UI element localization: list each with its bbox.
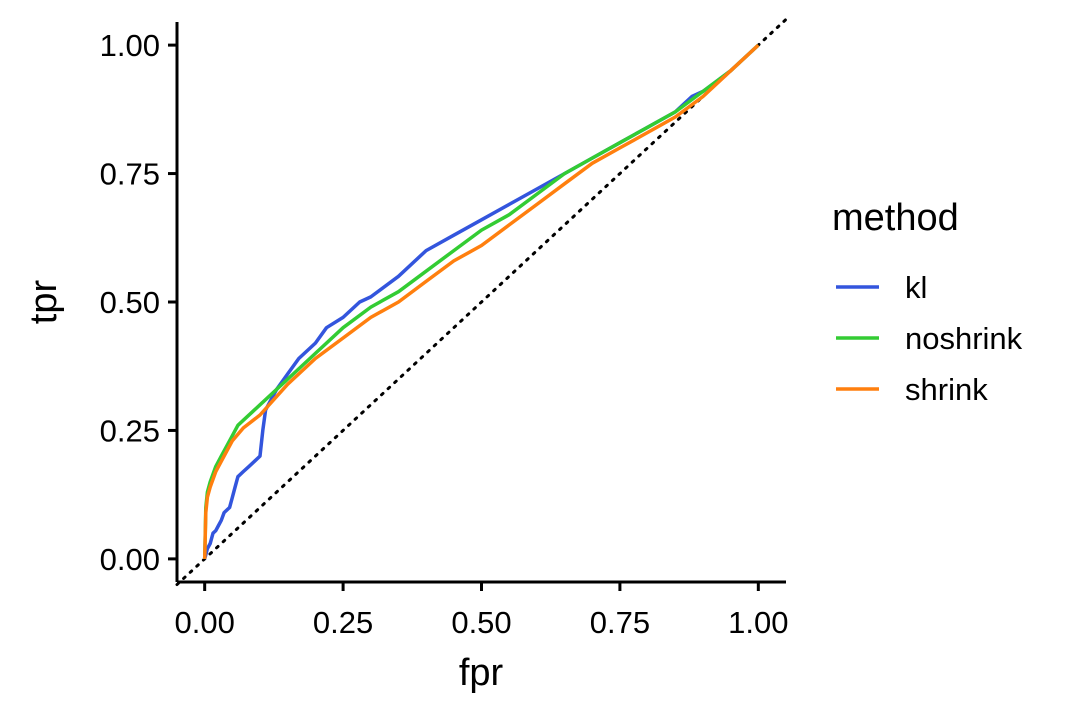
x-ticks: 0.00 0.25 0.50 0.75 1.00	[175, 582, 788, 640]
legend-title: method	[832, 197, 959, 239]
x-tick-label: 1.00	[728, 605, 788, 640]
y-tick-label: 0.50	[100, 285, 160, 320]
y-tick-label: 0.75	[100, 157, 160, 192]
y-ticks: 0.00 0.25 0.50 0.75 1.00	[100, 28, 177, 577]
plot-area	[175, 17, 788, 587]
y-tick-label: 0.25	[100, 413, 160, 448]
series-line-shrink	[202, 43, 760, 559]
x-tick-label: 0.25	[313, 605, 373, 640]
x-axis-title: fpr	[459, 652, 504, 694]
y-axis-title: tpr	[23, 279, 65, 324]
legend: method kl noshrink shrink	[832, 197, 1023, 407]
legend-label-noshrink: noshrink	[905, 321, 1023, 356]
y-tick-label: 1.00	[100, 28, 160, 63]
legend-label-shrink: shrink	[905, 372, 988, 407]
diagonal-reference-line	[175, 17, 788, 587]
series-line-noshrink	[202, 43, 760, 559]
legend-label-kl: kl	[905, 270, 927, 305]
y-tick-label: 0.00	[100, 542, 160, 577]
x-tick-label: 0.00	[175, 605, 235, 640]
x-tick-label: 0.75	[590, 605, 650, 640]
x-tick-label: 0.50	[451, 605, 511, 640]
